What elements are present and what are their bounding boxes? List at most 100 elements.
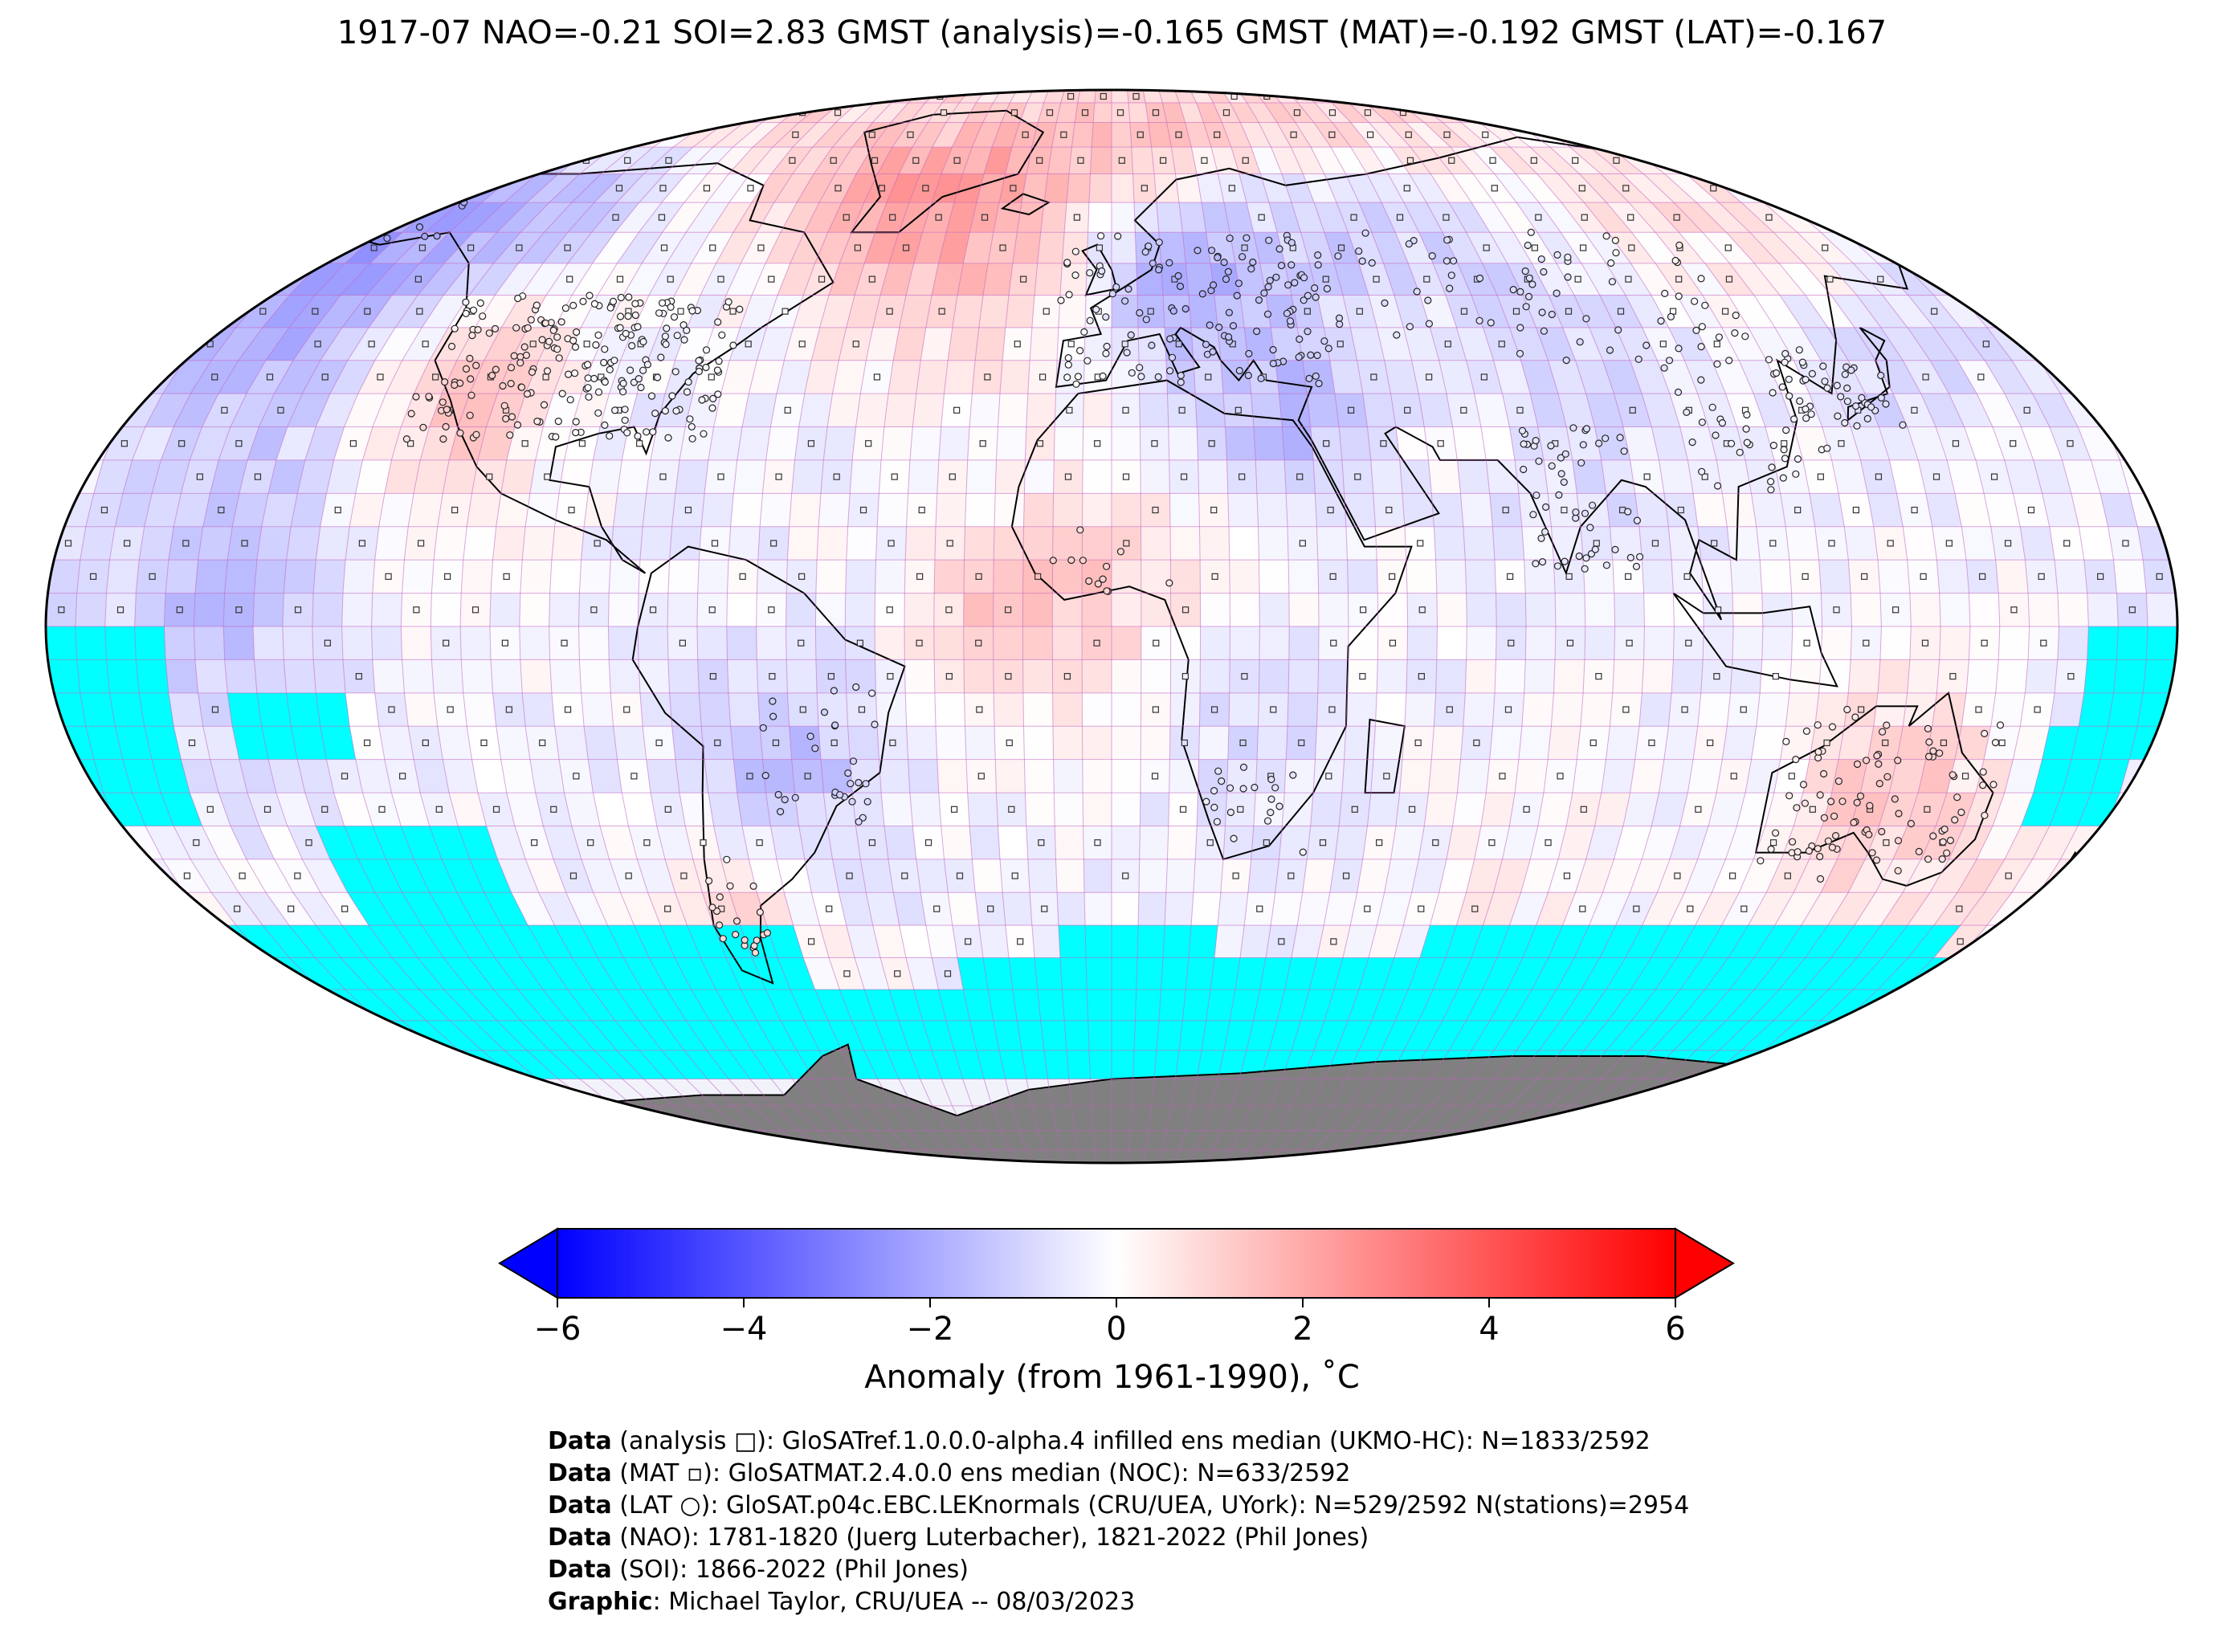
anomaly-cell bbox=[1939, 232, 2002, 263]
station-marker bbox=[621, 416, 629, 424]
station-marker bbox=[1792, 470, 1800, 478]
analysis-marker bbox=[1406, 157, 1414, 164]
missing-cell bbox=[369, 1050, 431, 1079]
station-marker bbox=[1743, 438, 1751, 447]
analysis-marker bbox=[1064, 473, 1072, 480]
anomaly-cell bbox=[553, 122, 615, 148]
anomaly-cell bbox=[371, 626, 402, 660]
anomaly-cell bbox=[1695, 892, 1740, 926]
station-marker bbox=[616, 324, 624, 332]
missing-cell bbox=[1136, 957, 1163, 990]
station-marker bbox=[1951, 816, 1959, 824]
anomaly-cell bbox=[1761, 593, 1793, 626]
anomaly-cell bbox=[1418, 232, 1458, 263]
analysis-marker bbox=[781, 308, 789, 315]
analysis-marker bbox=[1921, 639, 1929, 647]
analysis-marker bbox=[1677, 506, 1684, 514]
anomaly-cell bbox=[1907, 659, 1940, 693]
missing-cell bbox=[1557, 957, 1600, 990]
anomaly-cell bbox=[737, 426, 771, 460]
missing-cell bbox=[1457, 957, 1497, 990]
missing-cell bbox=[957, 957, 989, 990]
station-marker bbox=[1608, 278, 1617, 286]
analysis-marker bbox=[1122, 406, 1129, 414]
anomaly-cell bbox=[1404, 692, 1436, 727]
anomaly-cell bbox=[1584, 202, 1632, 233]
anomaly-cell bbox=[500, 459, 536, 494]
anomaly-cell bbox=[282, 626, 314, 660]
gridline-lon bbox=[1081, 90, 1096, 1163]
anomaly-cell bbox=[500, 759, 536, 793]
anomaly-cell bbox=[1112, 892, 1139, 926]
anomaly-cell bbox=[995, 759, 1026, 793]
station-marker bbox=[425, 393, 433, 401]
station-marker bbox=[1572, 508, 1580, 516]
anomaly-cell bbox=[458, 394, 498, 427]
anomaly-cell bbox=[1539, 202, 1585, 233]
anomaly-cell bbox=[1684, 360, 1726, 394]
anomaly-cell bbox=[419, 232, 474, 263]
station-marker bbox=[1361, 229, 1369, 237]
station-marker bbox=[1828, 723, 1837, 731]
analysis-marker bbox=[1687, 905, 1694, 912]
anomaly-cell bbox=[1168, 426, 1198, 460]
station-marker bbox=[1602, 561, 1611, 569]
analysis-marker bbox=[1730, 773, 1737, 780]
missing-cell bbox=[1599, 925, 1642, 958]
missing-cell bbox=[345, 989, 402, 1021]
analysis-marker bbox=[918, 506, 925, 514]
station-marker bbox=[1582, 425, 1591, 433]
anomaly-cell bbox=[1793, 859, 1838, 893]
analysis-marker bbox=[979, 440, 986, 447]
anomaly-cell bbox=[449, 202, 504, 233]
station-marker bbox=[698, 396, 706, 404]
analysis-marker bbox=[1557, 773, 1564, 780]
station-marker bbox=[451, 381, 459, 390]
station-marker bbox=[1300, 296, 1308, 304]
anomaly-cell bbox=[1200, 659, 1230, 693]
analysis-marker bbox=[1563, 872, 1571, 879]
anomaly-cell bbox=[538, 327, 582, 361]
anomaly-cell bbox=[1379, 90, 1417, 103]
station-marker bbox=[1509, 286, 1517, 294]
anomaly-cell bbox=[835, 102, 875, 123]
gridline-lon bbox=[1190, 90, 1260, 1163]
anomaly-cell bbox=[1282, 426, 1314, 460]
analysis-marker bbox=[1635, 131, 1642, 138]
analysis-marker bbox=[149, 573, 156, 580]
anomaly-cell bbox=[1536, 173, 1585, 203]
anomaly-cell bbox=[584, 493, 618, 527]
anomaly-cell bbox=[656, 826, 693, 859]
gridline-lon bbox=[607, 90, 844, 1163]
anomaly-cell bbox=[1169, 692, 1201, 727]
analysis-marker bbox=[846, 872, 853, 879]
missing-cell bbox=[458, 826, 498, 859]
analysis-marker bbox=[843, 970, 851, 977]
anomaly-cell bbox=[1170, 626, 1201, 660]
station-marker bbox=[1793, 804, 1801, 812]
station-marker bbox=[1894, 837, 1903, 845]
analysis-marker bbox=[1931, 308, 1938, 315]
station-marker bbox=[1602, 434, 1610, 443]
missing-cell bbox=[1012, 989, 1041, 1021]
anomaly-cell bbox=[1854, 202, 1916, 233]
anomaly-cell bbox=[998, 394, 1028, 427]
analysis-marker bbox=[944, 970, 952, 977]
anomaly-cell bbox=[246, 232, 308, 263]
anomaly-cell bbox=[667, 659, 700, 693]
anomaly-cell bbox=[875, 626, 905, 660]
missing-cell bbox=[839, 989, 875, 1021]
station-marker bbox=[1098, 267, 1106, 275]
station-marker bbox=[1877, 371, 1885, 380]
station-marker bbox=[1425, 320, 1434, 328]
anomaly-cell bbox=[1458, 90, 1502, 103]
anomaly-cell bbox=[1827, 327, 1876, 361]
anomaly-cell bbox=[520, 263, 568, 296]
anomaly-cell bbox=[749, 360, 785, 394]
anomaly-cell bbox=[1030, 327, 1059, 361]
anomaly-cell bbox=[246, 859, 293, 893]
anomaly-cell bbox=[1377, 593, 1408, 626]
anomaly-cell bbox=[268, 459, 305, 494]
analysis-marker bbox=[1822, 244, 1829, 251]
anomaly-cell bbox=[1377, 327, 1412, 361]
